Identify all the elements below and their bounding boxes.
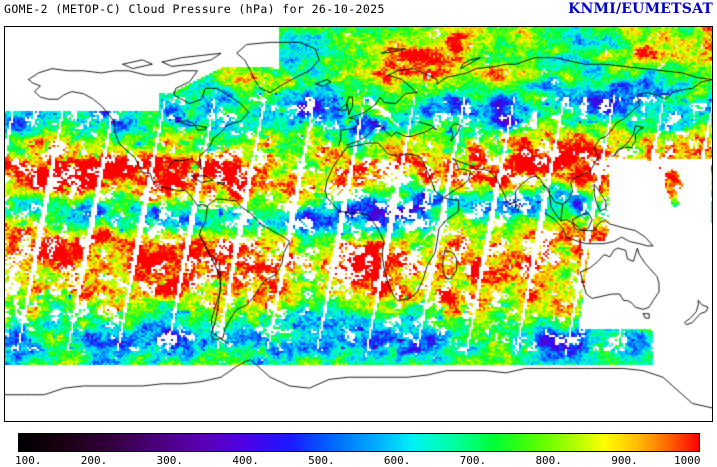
map-panel <box>4 26 713 422</box>
colorbar-tick-label: 500. <box>308 454 335 467</box>
knmi-eumetsat-logo-text: KNMI/EUMETSAT <box>568 1 713 17</box>
colorbar-tick-label: 300. <box>156 454 184 467</box>
figure-header: GOME-2 (METOP-C) Cloud Pressure (hPa) fo… <box>0 0 717 21</box>
colorbar-gradient <box>18 433 700 452</box>
colorbar-tick-label: 600. <box>383 454 411 467</box>
satellite-data-layer <box>5 27 712 421</box>
colorbar-tick-label: 700. <box>459 454 487 467</box>
colorbar-tick-labels: 100. 200. 300. 400. 500. 600. 700. 800. 900. 1000 <box>0 454 717 467</box>
colorbar: 100. 200. 300. 400. 500. 600. 700. 800. 900. 1000 <box>0 430 717 467</box>
colorbar-tick-label: 800. <box>535 454 562 467</box>
colorbar-tick-label: 1000 <box>674 454 701 467</box>
colorbar-tick-label: 900. <box>611 454 638 467</box>
colorbar-tick-label: 400. <box>232 454 259 467</box>
map-plot-area <box>5 27 712 421</box>
page-title: GOME-2 (METOP-C) Cloud Pressure (hPa) fo… <box>4 2 385 16</box>
colorbar-tick-label: 200. <box>80 454 108 467</box>
colorbar-tick-label: 100. <box>15 454 42 467</box>
